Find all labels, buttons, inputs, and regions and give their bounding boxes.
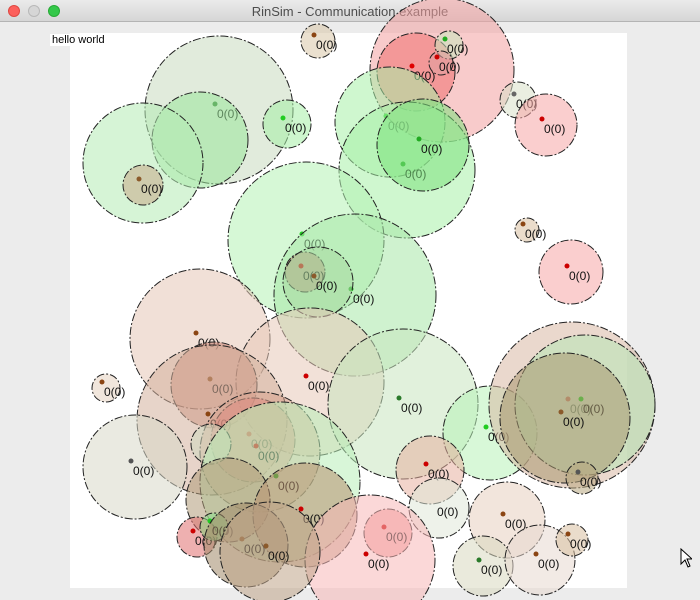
agent-dot [564, 263, 570, 269]
agent-label: 0(0) [525, 227, 546, 241]
agent-dot [416, 136, 422, 142]
agent-label: 0(0) [563, 415, 584, 429]
agent-label: 0(0) [316, 38, 337, 52]
agent-label: 0(0) [368, 557, 389, 571]
agent-dot [298, 506, 304, 512]
agent-dot [99, 379, 105, 385]
agent-label: 0(0) [505, 517, 526, 531]
agent-0: 0(0) [300, 23, 337, 59]
agent-label: 0(0) [580, 475, 601, 489]
agent-dot [533, 551, 539, 557]
agent-dot [476, 557, 482, 563]
agent-dot [303, 373, 309, 379]
agent-44: 0(0) [452, 535, 514, 597]
agent-8: 0(0) [262, 99, 312, 149]
agent-label: 0(0) [570, 537, 591, 551]
cursor-icon [680, 548, 692, 568]
agent-label: 0(0) [141, 182, 162, 196]
agent-20: 0(0) [282, 246, 354, 318]
agent-50: 0(0) [219, 501, 321, 600]
agent-40: 0(0) [565, 461, 601, 495]
close-window-button[interactable] [8, 5, 20, 17]
agent-9: 0(0) [122, 164, 164, 206]
agent-dot [434, 54, 440, 60]
agent-range-circle [91, 373, 121, 403]
agent-label: 0(0) [421, 142, 442, 156]
agent-dot [396, 395, 402, 401]
agent-dot [193, 330, 199, 336]
agent-dot [409, 63, 415, 69]
agent-range-circle [82, 102, 204, 224]
agent-dot [558, 409, 564, 415]
agent-label: 0(0) [538, 557, 559, 571]
maximize-window-button[interactable] [48, 5, 60, 17]
agent-label: 0(0) [133, 464, 154, 478]
agent-range-circle [282, 246, 354, 318]
agent-range-layer: 0(0) 0(0) 0(0) 0(0) 0(0) 0(0) 0(0) 0(0) 0(0) 0(0)… [82, 0, 656, 600]
agent-dot [565, 531, 571, 537]
agent-43: 0(0) [304, 494, 436, 600]
agent-4: 0(0) [428, 50, 460, 76]
agent-label: 0(0) [316, 279, 337, 293]
agent-range-circle [122, 164, 164, 206]
agent-label: 0(0) [481, 563, 502, 577]
agent-dot [205, 411, 211, 417]
agent-range-circle [262, 99, 312, 149]
agent-range-circle [514, 93, 578, 157]
agent-label: 0(0) [569, 269, 590, 283]
agent-label: 0(0) [308, 379, 329, 393]
agent-label: 0(0) [268, 549, 289, 563]
agent-dot [280, 115, 286, 121]
agent-dot [575, 469, 581, 475]
agent-dot [190, 528, 196, 534]
agent-range-circle [565, 461, 599, 495]
agent-range-circle [82, 414, 188, 520]
agent-label: 0(0) [437, 505, 458, 519]
agent-39: 0(0) [499, 352, 631, 484]
agent-label: 0(0) [544, 122, 565, 136]
agent-dot [500, 511, 506, 517]
agent-dot [483, 424, 489, 430]
agent-label: 0(0) [285, 121, 306, 135]
agent-14: 0(0) [514, 93, 578, 157]
agent-label: 0(0) [439, 60, 460, 74]
agent-24: 0(0) [91, 373, 125, 403]
agent-15: 0(0) [514, 217, 546, 243]
agent-dot [311, 32, 317, 38]
agent-dot [539, 116, 545, 122]
agent-range-circle [499, 352, 631, 484]
agent-range-circle [538, 239, 604, 305]
agent-range-circle [555, 523, 589, 557]
agent-28: 0(0) [82, 414, 188, 520]
agent-dot [263, 543, 269, 549]
agent-range-circle [219, 501, 321, 600]
agent-label: 0(0) [447, 42, 468, 56]
agent-dot [128, 458, 134, 464]
agent-dot [511, 91, 517, 97]
agent-12: 0(0) [376, 98, 470, 192]
minimize-window-button[interactable] [28, 5, 40, 17]
agent-dot [442, 36, 448, 42]
agent-dot [136, 176, 142, 182]
agent-range-circle [376, 98, 470, 192]
agent-7 [82, 102, 204, 224]
agent-dot [311, 273, 317, 279]
agent-16: 0(0) [538, 239, 604, 305]
agent-label: 0(0) [104, 385, 125, 399]
hello-world-label: hello world [50, 34, 107, 46]
agent-dot [520, 221, 526, 227]
agent-label: 0(0) [401, 401, 422, 415]
agent-label: 0(0) [353, 292, 374, 306]
agent-range-circle [300, 23, 336, 59]
agent-label: 0(0) [428, 467, 449, 481]
agent-dot [363, 551, 369, 557]
agent-dot [423, 461, 429, 467]
agent-46: 0(0) [555, 523, 591, 557]
